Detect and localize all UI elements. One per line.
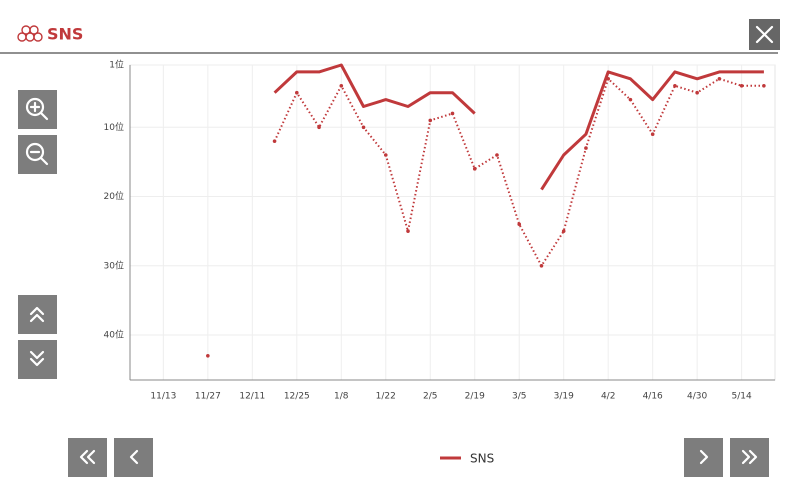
x-tick-label: 4/16	[643, 392, 663, 402]
x-tick-label: 3/5	[512, 392, 526, 402]
y-tick-label: 10位	[104, 121, 124, 133]
point	[650, 132, 655, 137]
x-tick-label: 12/11	[239, 392, 265, 402]
point	[539, 263, 544, 268]
x-tick-label: 11/13	[150, 392, 176, 402]
zoom-out-button[interactable]	[18, 135, 57, 174]
point	[272, 139, 277, 143]
point	[206, 353, 210, 358]
point	[495, 153, 499, 157]
y-tick-label: 20位	[104, 190, 124, 202]
dotted-line	[273, 77, 764, 267]
line	[273, 63, 764, 191]
point	[606, 77, 610, 81]
point	[406, 229, 410, 233]
point	[628, 97, 633, 102]
point	[339, 83, 344, 88]
point	[383, 153, 388, 157]
x-tick-label: 2/19	[465, 392, 485, 402]
x-tick-label: 4/2	[601, 392, 615, 402]
next-page-button[interactable]	[684, 438, 723, 477]
point	[295, 90, 299, 95]
y-tick-label: 1位	[109, 59, 124, 71]
x-tick-label: 4/30	[687, 392, 707, 402]
x-tick-label: 1/22	[376, 392, 396, 402]
point	[717, 77, 722, 81]
plot-area	[129, 64, 776, 381]
last-page-button[interactable]	[730, 438, 769, 477]
point	[317, 125, 321, 130]
prev-page-button[interactable]	[114, 438, 153, 477]
zoom-in-button[interactable]	[18, 90, 57, 129]
x-tick-label: 5/14	[732, 392, 752, 402]
x-tick-label: 2/5	[423, 392, 437, 402]
point	[673, 83, 677, 88]
x-tick-label: 3/19	[554, 392, 574, 402]
point	[561, 229, 566, 233]
point	[762, 83, 766, 88]
x-tick-label: 1/8	[334, 392, 349, 402]
first-page-button[interactable]	[68, 438, 107, 477]
y-tick-label: 40位	[104, 329, 124, 341]
header-title: SNS	[47, 25, 83, 44]
close-button[interactable]	[749, 19, 780, 50]
point	[450, 111, 455, 116]
plot: 11/13 11/27 12/11 12/25 1/8 1/22 2/5 2/19 3/5 3/1…	[104, 59, 776, 466]
point	[584, 146, 588, 150]
logo	[17, 25, 43, 42]
x-tick-label: 11/27	[195, 392, 221, 402]
point	[428, 118, 433, 123]
scroll-up-button[interactable]	[18, 295, 57, 334]
point	[695, 90, 699, 95]
point	[361, 125, 366, 130]
point	[517, 222, 522, 227]
y-tick-label: 30位	[104, 259, 124, 271]
legend-label: SNS	[470, 452, 494, 466]
point	[472, 167, 477, 171]
scroll-down-button[interactable]	[18, 340, 57, 379]
point	[739, 83, 744, 88]
x-tick-label: 12/25	[284, 392, 310, 402]
